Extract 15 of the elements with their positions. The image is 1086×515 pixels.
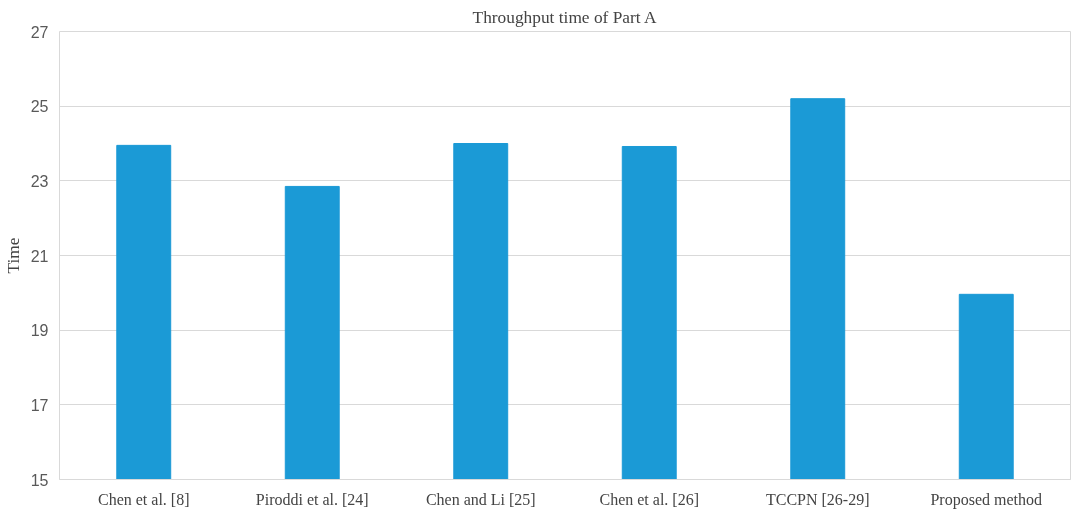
x-tick-label: Chen and Li [25]: [425, 490, 536, 508]
y-tick-label: 19: [30, 322, 49, 340]
y-tick-label: 15: [30, 471, 49, 489]
y-axis-title: Time: [3, 237, 23, 274]
x-tick-label: Chen et al. [8]: [97, 490, 190, 508]
y-tick-label: 25: [30, 98, 49, 116]
y-tick-label: 21: [30, 247, 49, 265]
x-tick-label: Piroddi et al. [24]: [255, 490, 369, 508]
x-tick-label: Proposed method: [930, 490, 1043, 509]
y-tick-label: 17: [30, 396, 49, 414]
y-tick-label: 23: [30, 172, 49, 190]
chart-title: Throughput time of Part A: [472, 7, 657, 27]
x-tick-label: TCCPN [26-29]: [765, 490, 870, 508]
y-tick-label: 27: [30, 23, 49, 41]
x-tick-label: Chen et al. [26]: [599, 490, 700, 508]
